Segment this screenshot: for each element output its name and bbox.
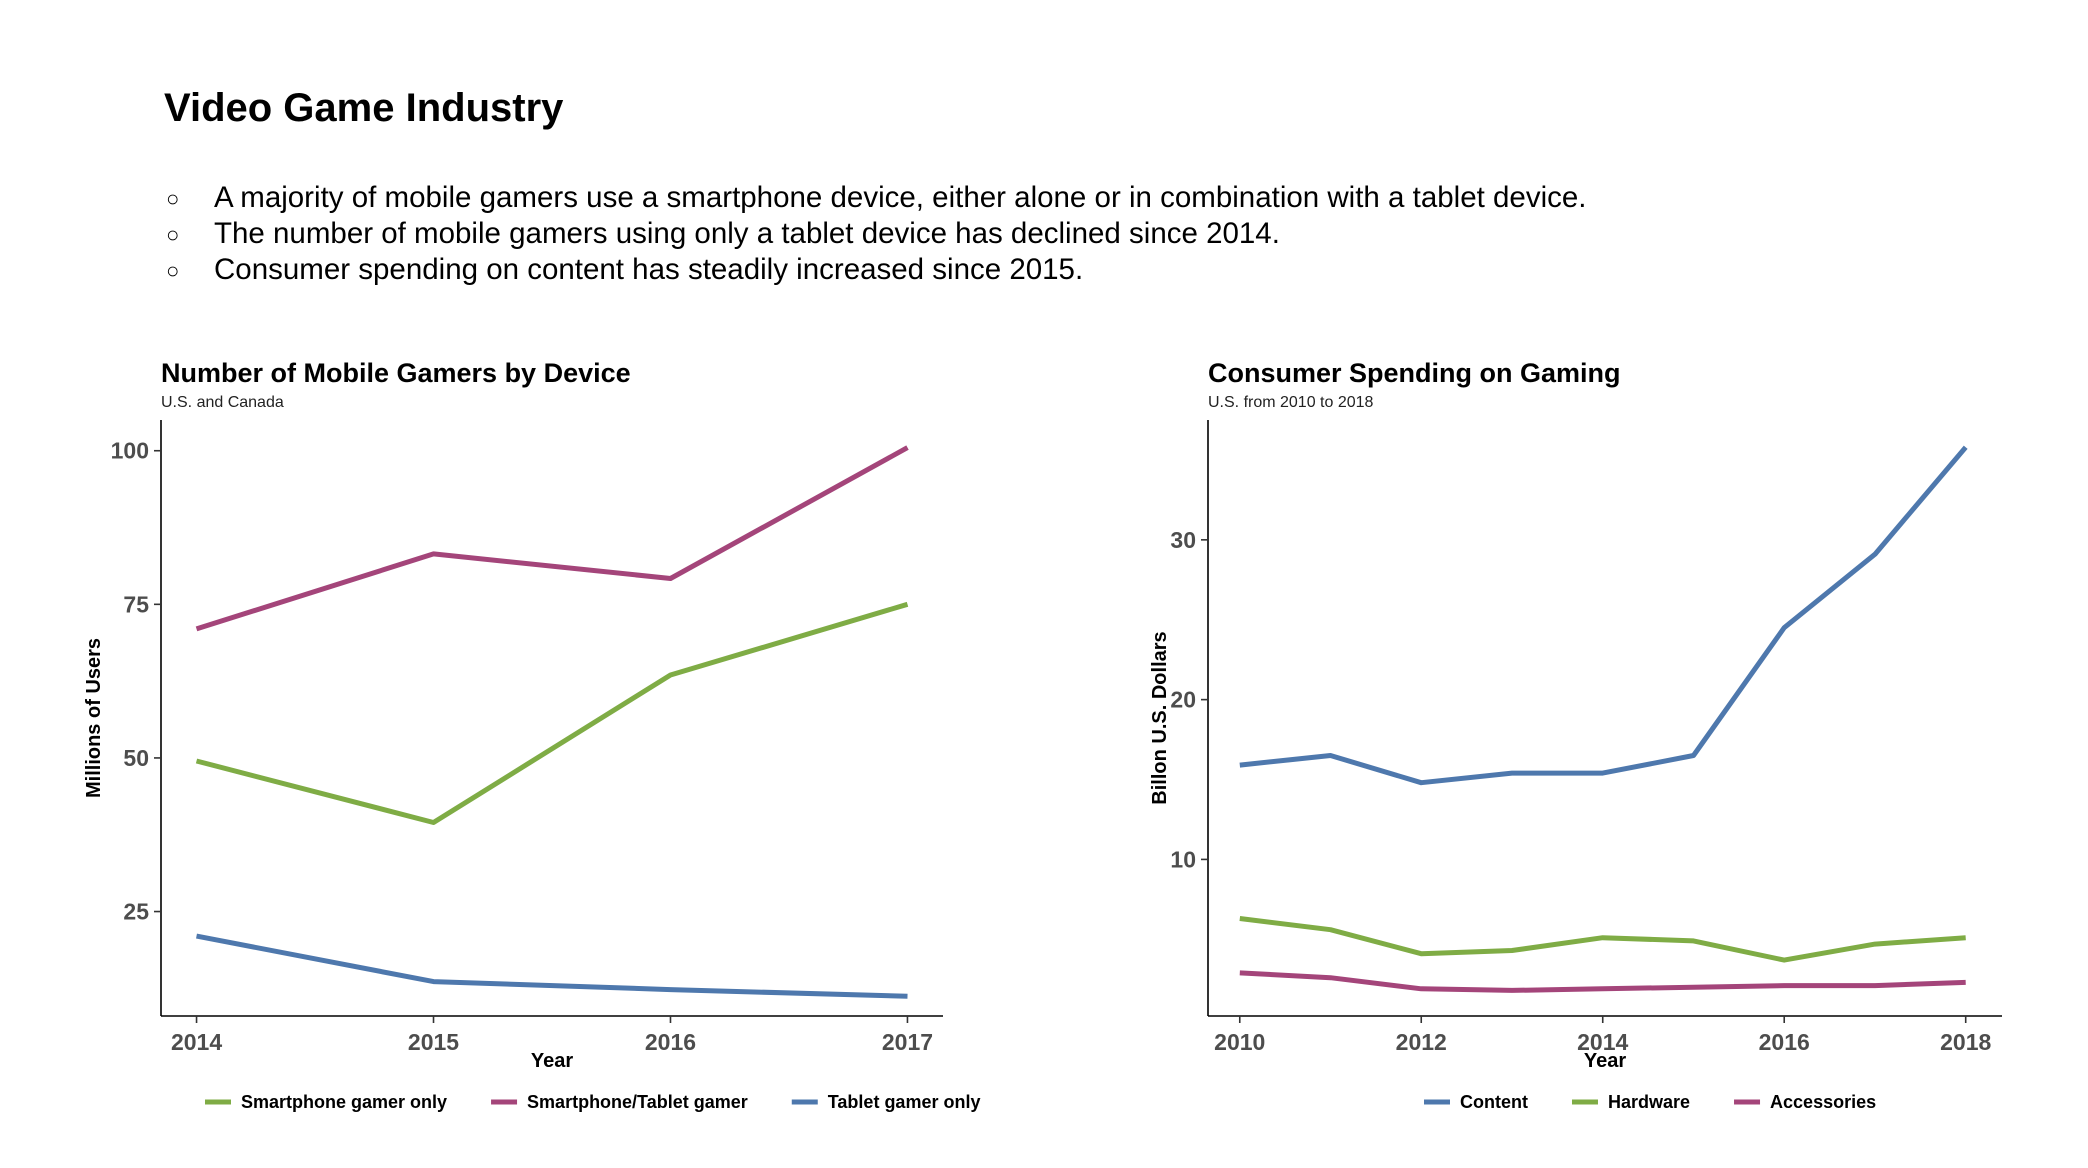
bullet-item: ○ The number of mobile gamers using only… — [164, 216, 1586, 252]
legend-label: Smartphone/Tablet gamer — [527, 1092, 748, 1112]
bullet-text: The number of mobile gamers using only a… — [214, 217, 1280, 250]
y-tick-label: 20 — [1170, 687, 1196, 713]
y-axis-title: Millions of Users — [83, 638, 105, 798]
x-tick-label: 2012 — [1396, 1029, 1447, 1055]
y-tick-label: 25 — [123, 899, 149, 925]
series-line-content — [1239, 445, 1968, 786]
bullet-marker: ○ — [166, 222, 180, 247]
chart-subtitle: U.S. from 2010 to 2018 — [1208, 394, 1374, 411]
y-tick-label: 50 — [123, 745, 149, 771]
consumer-spending-chart: Consumer Spending on Gaming U.S. from 201… — [1149, 358, 2002, 1112]
x-axis-title: Year — [1584, 1050, 1626, 1072]
y-tick-label: 10 — [1170, 846, 1196, 872]
legend-label: Content — [1460, 1092, 1528, 1112]
bullet-item: ○ Consumer spending on content has stead… — [164, 252, 1586, 288]
bullet-marker: ○ — [166, 186, 180, 211]
legend-label: Accessories — [1770, 1092, 1876, 1112]
x-tick-label: 2014 — [1577, 1029, 1628, 1055]
mobile-gamers-chart: Number of Mobile Gamers by Device U.S. an… — [83, 358, 981, 1112]
x-tick-label: 2015 — [408, 1029, 459, 1055]
x-tick-label: 2017 — [882, 1029, 933, 1055]
bullet-list: ○ A majority of mobile gamers use a smar… — [164, 180, 1586, 288]
y-tick-label: 30 — [1170, 527, 1196, 553]
chart-subtitle: U.S. and Canada — [161, 394, 284, 411]
series-line-smartphone-tablet-gamer — [195, 445, 909, 632]
bullet-marker: ○ — [166, 258, 180, 283]
bullet-text: Consumer spending on content has steadil… — [214, 253, 1084, 286]
x-tick-label: 2016 — [645, 1029, 696, 1055]
x-axis-title: Year — [531, 1050, 573, 1072]
series-line-hardware — [1239, 916, 1966, 963]
series-line-tablet-gamer-only — [196, 933, 908, 999]
page-title: Video Game Industry — [164, 86, 564, 130]
bullet-text: A majority of mobile gamers use a smartp… — [214, 181, 1587, 214]
bullet-item: ○ A majority of mobile gamers use a smar… — [164, 180, 1586, 216]
legend-label: Hardware — [1608, 1092, 1690, 1112]
x-tick-label: 2016 — [1759, 1029, 1810, 1055]
y-axis-title: Billon U.S. Dollars — [1149, 631, 1171, 804]
chart-title: Number of Mobile Gamers by Device — [161, 358, 631, 388]
legend-label: Tablet gamer only — [828, 1092, 981, 1112]
series-line-smartphone-gamer-only — [195, 601, 909, 825]
legend-label: Smartphone gamer only — [241, 1092, 447, 1112]
chart-title: Consumer Spending on Gaming — [1208, 358, 1621, 388]
series-line-accessories — [1239, 970, 1966, 993]
x-tick-label: 2010 — [1214, 1029, 1265, 1055]
y-tick-label: 75 — [123, 591, 149, 617]
x-tick-label: 2014 — [171, 1029, 222, 1055]
y-tick-label: 100 — [111, 438, 149, 464]
x-tick-label: 2018 — [1940, 1029, 1991, 1055]
